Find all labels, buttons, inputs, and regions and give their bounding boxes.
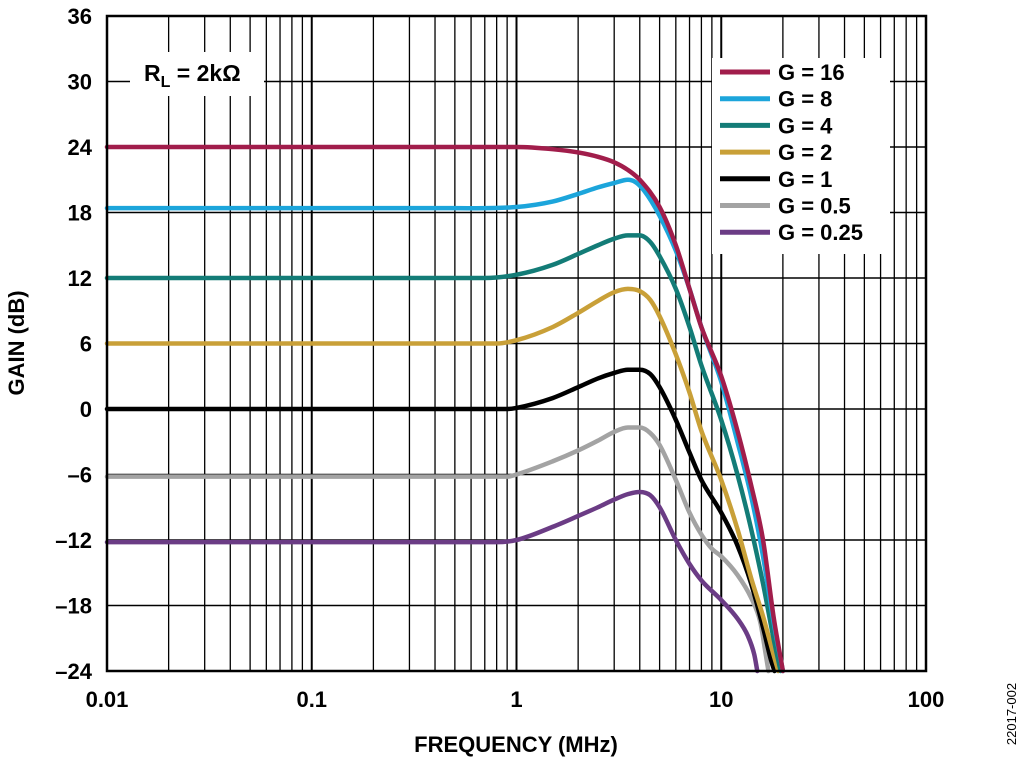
y-tick-label: 18: [68, 201, 92, 226]
figure-id: 22017-002: [1004, 683, 1019, 745]
series-line-g-4: [104, 233, 783, 674]
series-line-g-2: [104, 286, 781, 674]
x-tick-label: 0.1: [296, 687, 327, 712]
y-tick-label: –6: [68, 463, 92, 488]
rl-annotation-box: RL = 2kΩ: [130, 52, 264, 96]
y-tick-label: 6: [80, 332, 92, 357]
legend-item: G = 0.25: [720, 220, 863, 245]
y-tick-label: 36: [68, 4, 92, 29]
legend-item: G = 1: [720, 167, 832, 192]
y-tick-label: 24: [68, 135, 93, 160]
y-tick-label: 0: [80, 397, 92, 422]
legend-label: G = 8: [778, 87, 832, 112]
series-line-g-0-5: [104, 425, 771, 674]
legend-item: G = 0.5: [720, 194, 851, 219]
annotation-subscript: L: [161, 74, 171, 91]
y-tick-labels: –24 –18 –12 –6 0 6 12 18 24 30 36: [55, 4, 92, 684]
y-tick-label: –24: [55, 659, 92, 684]
annotation-text: RL = 2kΩ: [144, 60, 241, 91]
legend: G = 16G = 8G = 4G = 2G = 1G = 0.5G = 0.2…: [712, 58, 890, 254]
series-line-g-16: [104, 144, 786, 674]
legend-label: G = 2: [778, 140, 832, 165]
series-line-g-0-25: [104, 489, 760, 674]
plot-frame: [105, 14, 928, 673]
x-tick-label: 0.01: [86, 687, 129, 712]
series-line-g-8: [104, 177, 786, 674]
y-tick-label: 12: [68, 266, 92, 291]
x-axis-label: FREQUENCY (MHz): [414, 732, 618, 757]
legend-item: G = 8: [720, 87, 832, 112]
legend-label: G = 4: [778, 113, 833, 138]
y-axis-label: GAIN (dB): [4, 290, 29, 395]
x-tick-labels: 0.01 0.1 1 10 100: [86, 687, 945, 712]
x-tick-label: 1: [510, 687, 522, 712]
x-tick-label: 100: [908, 687, 945, 712]
legend-item: G = 2: [720, 140, 832, 165]
annotation-rest: = 2kΩ: [170, 60, 240, 86]
legend-label: G = 16: [778, 60, 845, 85]
legend-label: G = 1: [778, 167, 832, 192]
legend-label: G = 0.5: [778, 194, 851, 219]
y-tick-label: –18: [55, 594, 92, 619]
x-tick-label: 10: [709, 687, 733, 712]
legend-item: G = 16: [720, 60, 845, 85]
legend-label: G = 0.25: [778, 220, 863, 245]
legend-item: G = 4: [720, 113, 833, 138]
annotation-main: R: [144, 60, 161, 86]
series-curves: [104, 144, 786, 674]
y-tick-label: 30: [68, 70, 92, 95]
y-tick-label: –12: [55, 528, 92, 553]
annotation-background: [130, 52, 264, 96]
legend-background: [712, 58, 890, 254]
